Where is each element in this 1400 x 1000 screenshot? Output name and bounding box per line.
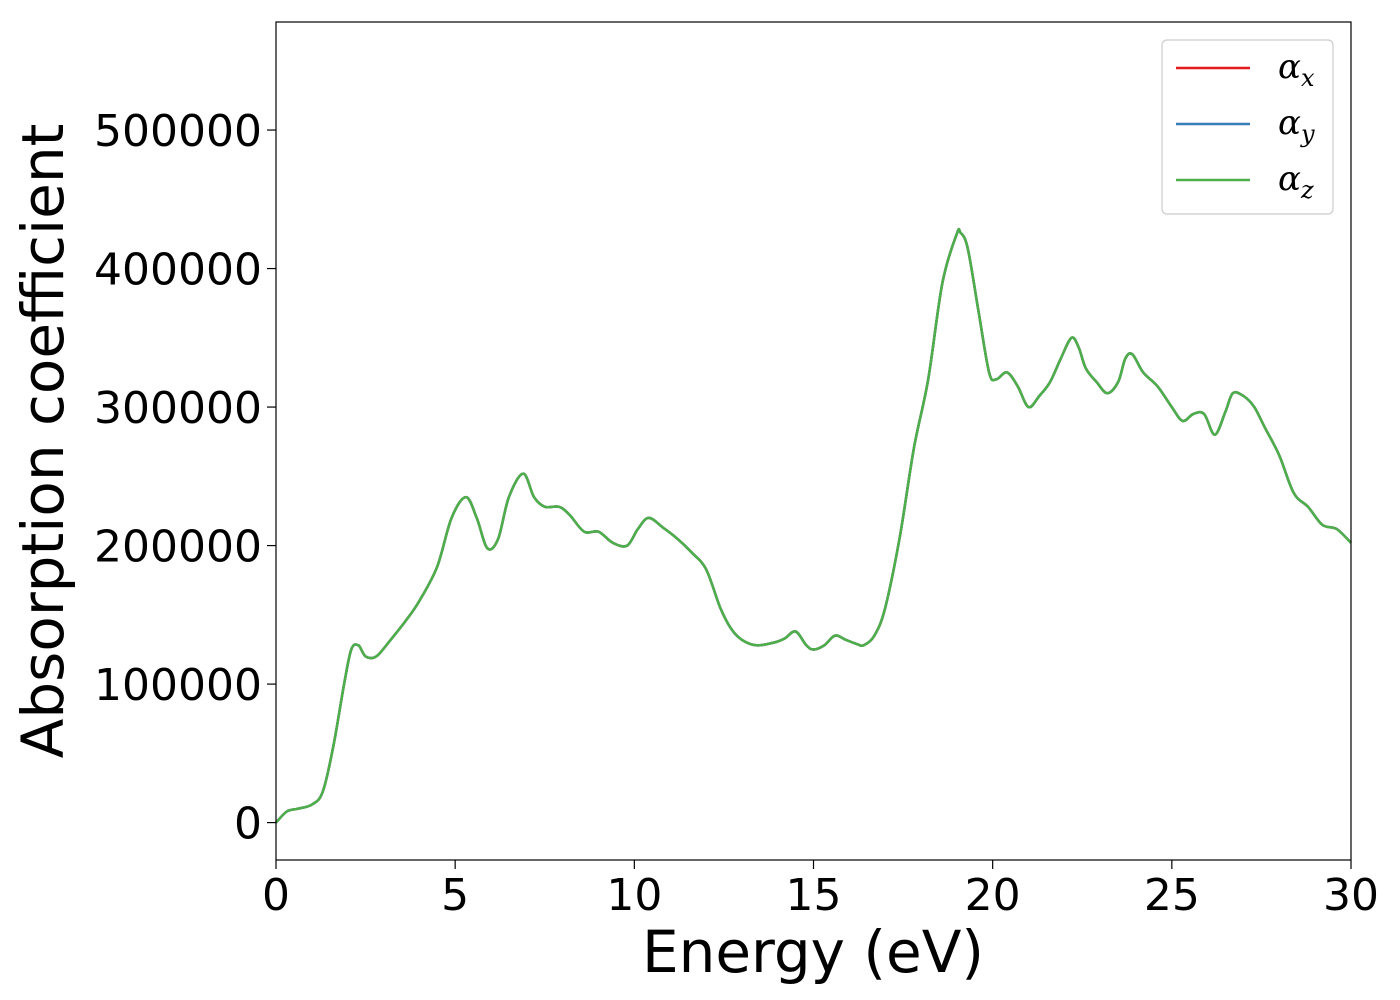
- x-tick-label: 15: [786, 870, 842, 921]
- x-axis-ticks: 0 5 10 15 20 25 30: [262, 860, 1379, 921]
- x-axis-title: Energy (eV): [642, 918, 984, 986]
- y-tick-label: 500000: [94, 106, 262, 157]
- x-tick-label: 10: [606, 870, 662, 921]
- y-axis-title: Absorption coefficient: [9, 124, 77, 759]
- y-tick-label: 200000: [94, 522, 262, 573]
- y-axis-ticks: 0 100000 200000 300000 400000 500000: [94, 106, 276, 850]
- x-tick-label: 25: [1144, 870, 1200, 921]
- series-line-z: [275, 227, 1352, 824]
- y-tick-label: 100000: [94, 660, 262, 711]
- series-layer: [275, 227, 1352, 824]
- y-tick-label: 300000: [94, 383, 262, 434]
- x-tick-label: 20: [965, 870, 1021, 921]
- x-tick-label: 30: [1323, 870, 1379, 921]
- y-tick-label: 0: [234, 799, 262, 850]
- x-tick-label: 5: [441, 870, 469, 921]
- legend-box: [1161, 39, 1334, 215]
- y-tick-label: 400000: [94, 245, 262, 296]
- x-tick-label: 0: [262, 870, 290, 921]
